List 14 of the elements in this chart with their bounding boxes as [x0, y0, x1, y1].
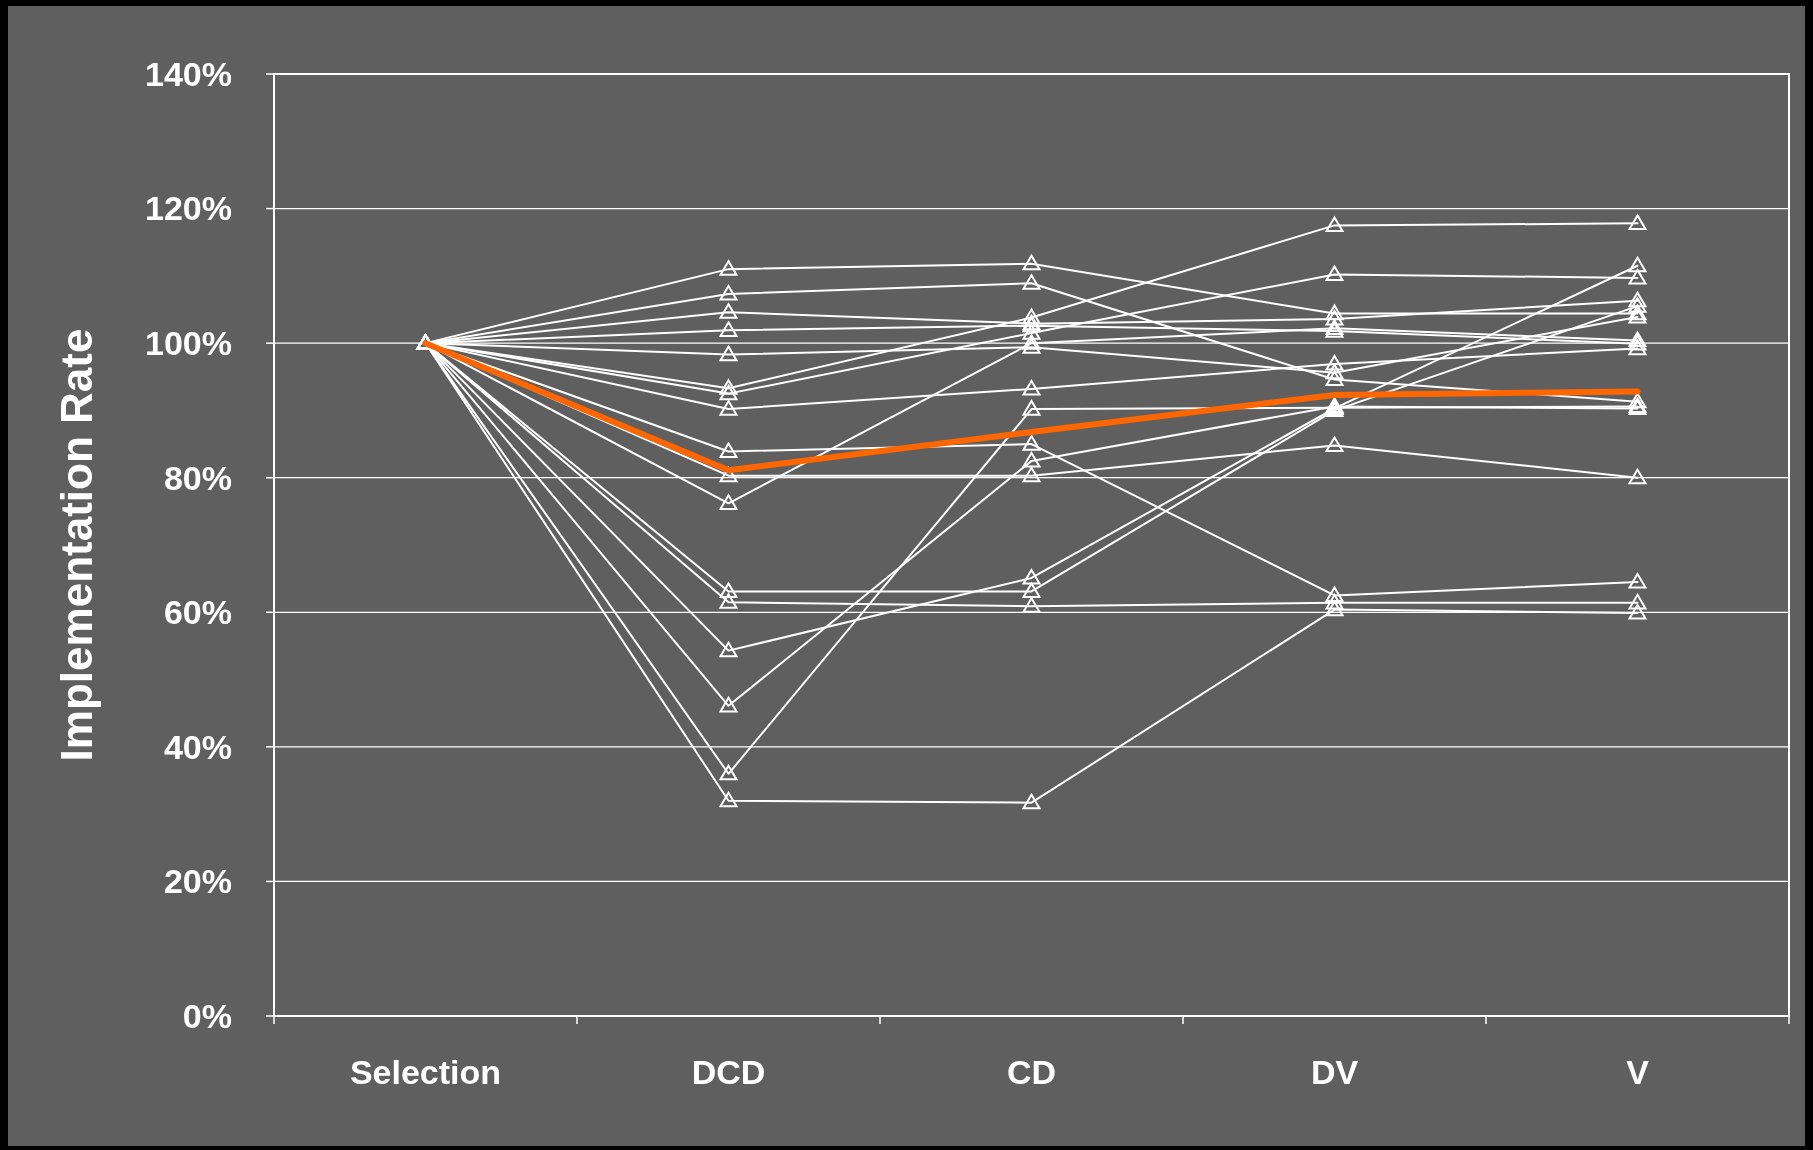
x-tick-label: CD: [1006, 1053, 1057, 1091]
x-tick-label: Selection: [349, 1053, 502, 1091]
y-tick-label: 100%: [145, 324, 232, 363]
y-axis-title: Implementation Rate: [52, 328, 101, 762]
y-tick-label: 80%: [163, 458, 232, 497]
y-tick-label: 40%: [163, 727, 232, 766]
y-tick-label: 60%: [163, 593, 232, 632]
y-tick-label: 140%: [145, 54, 232, 93]
x-tick-label: DV: [1310, 1053, 1359, 1091]
x-tick-label: DCD: [691, 1053, 766, 1091]
y-tick-label: 0%: [182, 996, 232, 1035]
x-tick-label: V: [1626, 1053, 1650, 1091]
y-tick-label: 120%: [145, 189, 232, 228]
y-tick-label: 20%: [163, 862, 232, 901]
